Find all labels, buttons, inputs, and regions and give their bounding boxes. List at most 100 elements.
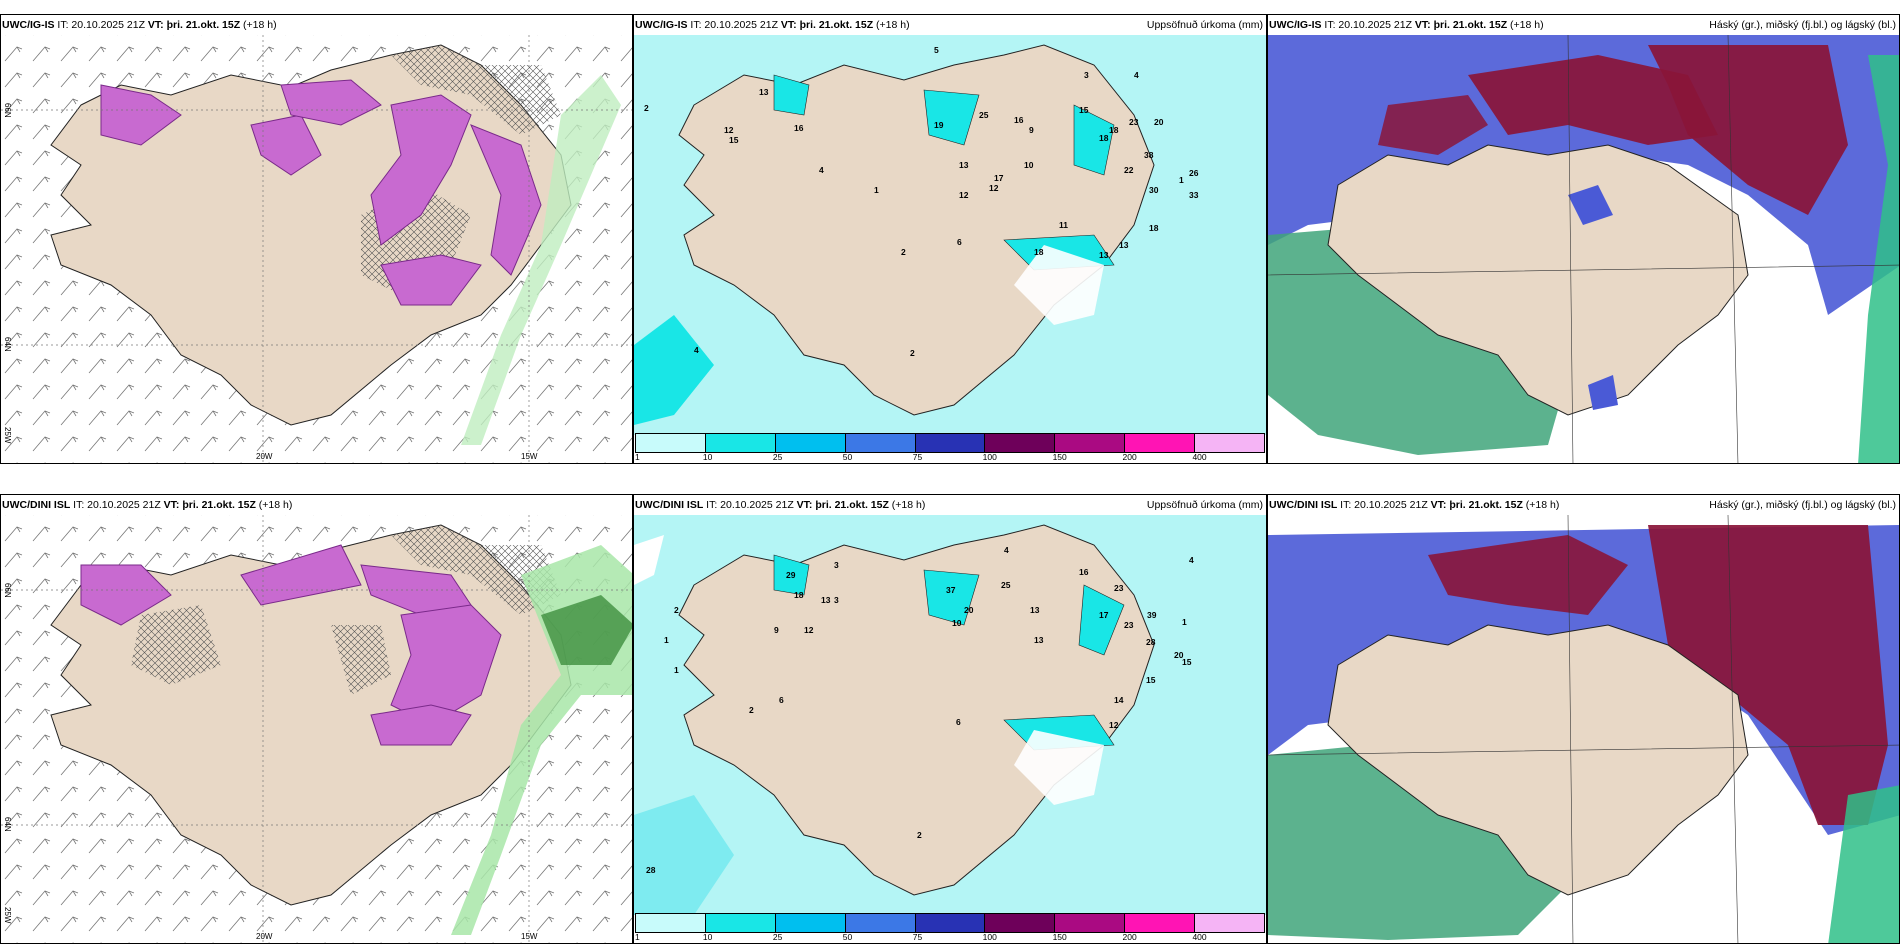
panel-header: UWC/DINI ISL IT: 20.10.2025 21Z VT: þri.… <box>634 495 1266 515</box>
precip-label: 39 <box>1147 610 1157 620</box>
model-name: UWC/DINI ISL <box>1269 499 1338 511</box>
legend-tick: 50 <box>842 452 853 462</box>
legend-swatch <box>1055 434 1126 452</box>
precip-label: 1 <box>874 185 879 195</box>
legend-ticks: 1 10 25 50 75 100 150 200 400 <box>635 932 1265 942</box>
precip-label: 23 <box>1124 620 1134 630</box>
valid-time: þri. 21.okt. 15Z <box>815 499 889 511</box>
precip-label: 20 <box>964 605 974 615</box>
precip-label: 2 <box>674 605 679 615</box>
precip-label: 25 <box>979 110 989 120</box>
legend-swatch <box>1125 434 1196 452</box>
lead-time: (+18 h) <box>1510 19 1544 31</box>
legend-tick: 100 <box>982 452 997 462</box>
precip-label: 16 <box>794 123 804 133</box>
precip-label: 25 <box>1001 580 1011 590</box>
init-time: IT: 20.10.2025 21Z <box>73 499 161 511</box>
precip-label: 20 <box>1154 117 1164 127</box>
lon-label-25w: 25W <box>3 907 12 924</box>
legend-swatches <box>635 433 1265 453</box>
init-time: IT: 20.10.2025 21Z <box>1340 499 1428 511</box>
model-name: UWC/DINI ISL <box>2 499 71 511</box>
init-time: IT: 20.10.2025 21Z <box>690 19 778 31</box>
legend-swatch <box>775 434 846 452</box>
lat-label-64n: 64N <box>3 817 12 832</box>
legend-tick: 10 <box>702 452 713 462</box>
valid-label: VT: <box>796 499 813 511</box>
precip-label: 13 <box>1119 240 1129 250</box>
init-time: IT: 20.10.2025 21Z <box>1324 19 1412 31</box>
precip-label: 17 <box>994 173 1004 183</box>
precip-label: 28 <box>646 865 656 875</box>
panel-header: UWC/DINI ISL IT: 20.10.2025 21Z VT: þri.… <box>1268 495 1899 515</box>
valid-label: VT: <box>1430 499 1447 511</box>
valid-time: þri. 21.okt. 15Z <box>1449 499 1523 511</box>
precip-label: 4 <box>1189 555 1194 565</box>
precip-label: 4 <box>694 345 699 355</box>
precip-label: 1 <box>1179 175 1184 185</box>
legend-swatch <box>1195 434 1265 452</box>
precip-label: 13 <box>1099 250 1109 260</box>
precip-label: 6 <box>779 695 784 705</box>
model-name: UWC/IG-IS <box>635 19 688 31</box>
init-time: IT: 20.10.2025 21Z <box>706 499 794 511</box>
precip-label: 38 <box>1144 150 1154 160</box>
valid-time: þri. 21.okt. 15Z <box>182 499 256 511</box>
legend-swatch <box>1055 914 1126 932</box>
panel-precip-bottom: UWC/DINI ISL IT: 20.10.2025 21Z VT: þri.… <box>633 494 1267 944</box>
precip-map <box>634 515 1266 915</box>
precip-label: 23 <box>1129 117 1139 127</box>
legend-swatch <box>705 914 776 932</box>
precip-label: 22 <box>1124 165 1134 175</box>
precip-legend: 1 10 25 50 75 100 150 200 400 <box>634 433 1266 462</box>
legend-swatch <box>985 914 1056 932</box>
precip-label: 12 <box>989 183 999 193</box>
precip-label: 1 <box>1182 617 1187 627</box>
valid-label: VT: <box>147 19 164 31</box>
lead-time: (+18 h) <box>258 499 293 511</box>
precip-label: 2 <box>749 705 754 715</box>
precip-label: 3 <box>834 560 839 570</box>
panel-clouds-bottom: UWC/DINI ISL IT: 20.10.2025 21Z VT: þri.… <box>1267 494 1900 944</box>
precip-label: 4 <box>1134 70 1139 80</box>
precip-label: 15 <box>729 135 739 145</box>
precip-label: 18 <box>1099 133 1109 143</box>
precip-label: 6 <box>956 717 961 727</box>
precip-label: 20 <box>1174 650 1184 660</box>
precip-label: 23 <box>1114 583 1124 593</box>
precip-label: 30 <box>1149 185 1159 195</box>
precip-label: 16 <box>1014 115 1024 125</box>
lat-label-66n: 66N <box>3 583 12 598</box>
precip-label: 18 <box>1149 223 1159 233</box>
legend-tick: 25 <box>772 452 783 462</box>
precip-label: 18 <box>794 590 804 600</box>
precip-label: 17 <box>1099 610 1109 620</box>
valid-time: þri. 21.okt. 15Z <box>1433 19 1508 31</box>
precip-label: 18 <box>1034 247 1044 257</box>
legend-swatch <box>1125 914 1196 932</box>
precip-label: 28 <box>1146 637 1156 647</box>
precip-label: 18 <box>1109 125 1119 135</box>
precip-legend: 1 10 25 50 75 100 150 200 400 <box>634 913 1266 942</box>
precip-label: 4 <box>1004 545 1009 555</box>
legend-swatch <box>845 914 916 932</box>
precip-label: 11 <box>1059 220 1068 230</box>
legend-swatches <box>635 913 1265 933</box>
model-name: UWC/DINI ISL <box>635 499 704 511</box>
precip-label: 13 <box>1030 605 1040 615</box>
legend-tick: 10 <box>702 932 713 942</box>
lon-label-20w: 20W <box>256 932 273 941</box>
legend-swatch <box>636 434 706 452</box>
panel-header: UWC/IG-IS IT: 20.10.2025 21Z VT: þri. 21… <box>1 15 632 35</box>
wind-map <box>1 495 632 943</box>
precip-label: 16 <box>1079 567 1089 577</box>
legend-tick: 400 <box>1192 452 1207 462</box>
precip-label: 4 <box>819 165 824 175</box>
legend-swatch <box>985 434 1056 452</box>
legend-tick: 150 <box>1052 932 1067 942</box>
panel-clouds-top: UWC/IG-IS IT: 20.10.2025 21Z VT: þri. 21… <box>1267 14 1900 464</box>
lat-label-66n: 66N <box>3 103 12 118</box>
precip-label: 13 <box>821 595 831 605</box>
legend-tick: 150 <box>1052 452 1067 462</box>
precip-label: 12 <box>959 190 969 200</box>
